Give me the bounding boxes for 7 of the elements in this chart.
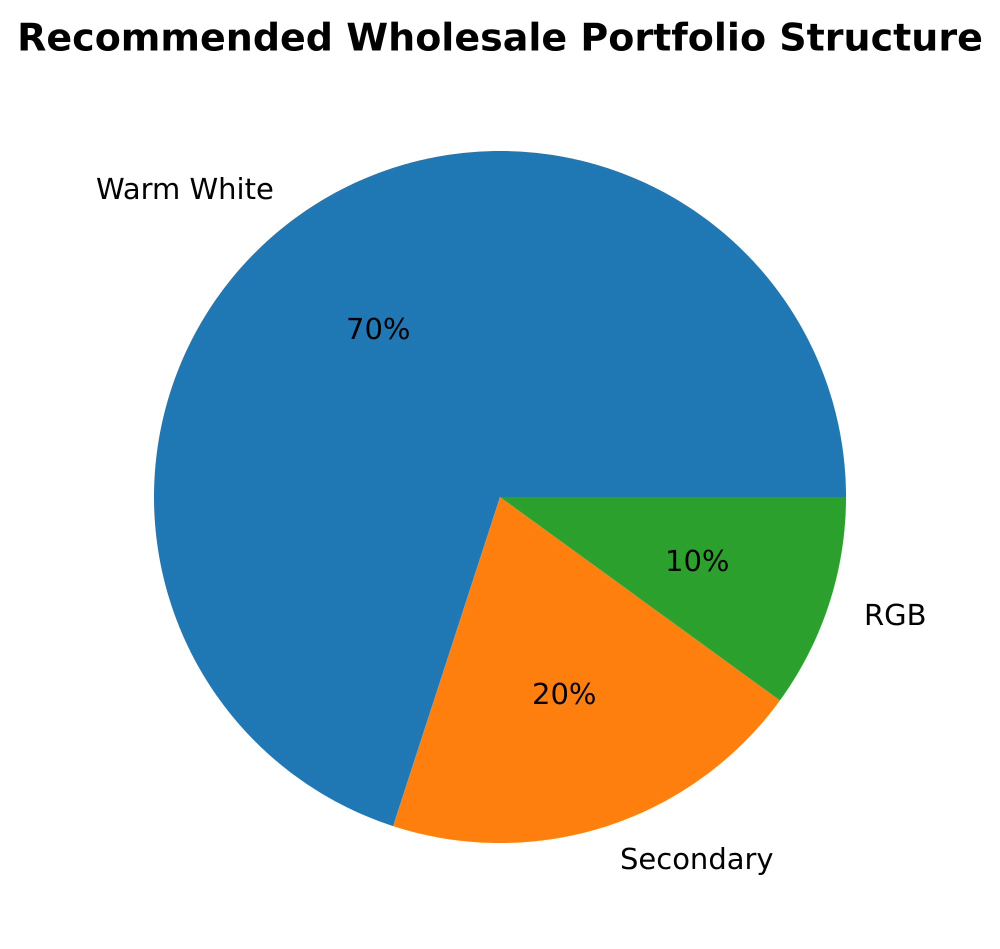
chart-title: Recommended Wholesale Portfolio Structure bbox=[17, 15, 983, 60]
slice-label: Warm White bbox=[96, 172, 274, 206]
slice-label: RGB bbox=[864, 598, 927, 632]
data-label: 10% bbox=[665, 544, 730, 578]
data-label: 20% bbox=[532, 677, 596, 711]
data-label: 70% bbox=[346, 312, 410, 346]
slice-label: Secondary bbox=[620, 842, 774, 876]
